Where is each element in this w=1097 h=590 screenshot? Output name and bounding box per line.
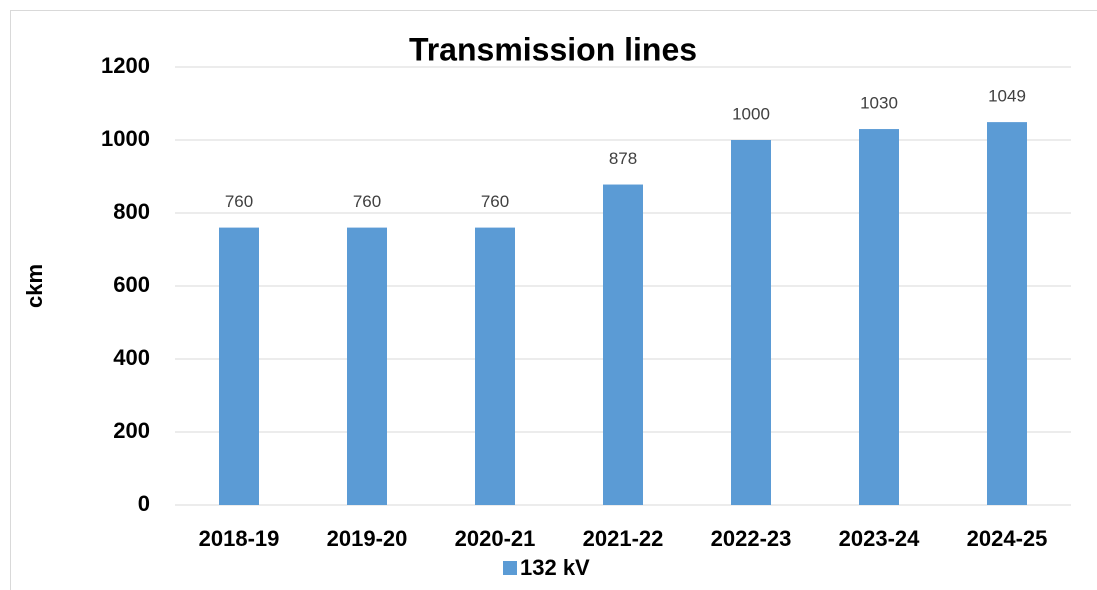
data-label: 760 [481, 192, 509, 211]
y-tick-label: 0 [138, 491, 150, 516]
legend-swatch [503, 561, 517, 575]
y-tick-label: 1200 [101, 53, 150, 78]
bar [603, 184, 643, 505]
bar [219, 227, 259, 505]
x-tick-label: 2020-21 [455, 526, 536, 551]
data-label: 1000 [732, 104, 770, 123]
x-tick-label: 2021-22 [583, 526, 664, 551]
data-label: 760 [225, 192, 253, 211]
y-axis-label: ckm [22, 264, 47, 308]
bar [987, 122, 1027, 506]
x-tick-label: 2022-23 [711, 526, 792, 551]
data-label: 1030 [860, 94, 898, 113]
y-tick-label: 1000 [101, 126, 150, 151]
y-tick-label: 600 [113, 272, 150, 297]
x-tick-label: 2019-20 [327, 526, 408, 551]
legend-label: 132 kV [520, 555, 590, 580]
bar [731, 140, 771, 505]
bar [475, 227, 515, 505]
x-tick-label: 2018-19 [199, 526, 280, 551]
x-tick-label: 2024-25 [967, 526, 1048, 551]
y-tick-label: 200 [113, 418, 150, 443]
data-label: 760 [353, 192, 381, 211]
chart-title: Transmission lines [409, 31, 697, 67]
data-label: 1049 [988, 87, 1026, 106]
chart-border [10, 10, 1097, 590]
bar [859, 129, 899, 506]
y-tick-label: 400 [113, 345, 150, 370]
y-tick-label: 800 [113, 199, 150, 224]
x-tick-label: 2023-24 [839, 526, 921, 551]
bar [347, 227, 387, 505]
data-label: 878 [609, 149, 637, 168]
